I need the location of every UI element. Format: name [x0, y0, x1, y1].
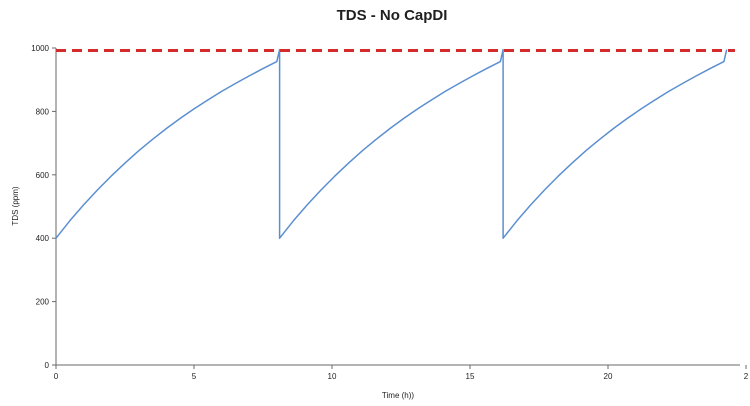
y-axis-ticks: 0 200 400 600 800 1000: [31, 44, 56, 370]
tds-series-line: [55, 48, 728, 239]
y-tick-label: 800: [36, 107, 50, 116]
series-layer: [55, 48, 735, 239]
x-axis-label: Time (h)): [382, 391, 414, 400]
chart-title: TDS - No CapDI: [337, 7, 448, 24]
x-tick-label: 20: [604, 372, 613, 381]
y-tick-label: 0: [45, 361, 50, 370]
y-axis-label: TDS (ppm): [11, 186, 20, 225]
x-tick-label: 2: [744, 372, 749, 381]
y-tick-label: 200: [36, 298, 50, 307]
y-tick-label: 600: [36, 171, 50, 180]
x-tick-label: 5: [192, 372, 197, 381]
x-tick-label: 0: [54, 372, 59, 381]
y-tick-label: 400: [36, 234, 50, 243]
y-tick-label: 1000: [31, 44, 49, 53]
x-axis-ticks: 0 5 10 15 20 2: [54, 365, 749, 381]
x-tick-label: 15: [466, 372, 475, 381]
x-tick-label: 10: [328, 372, 337, 381]
